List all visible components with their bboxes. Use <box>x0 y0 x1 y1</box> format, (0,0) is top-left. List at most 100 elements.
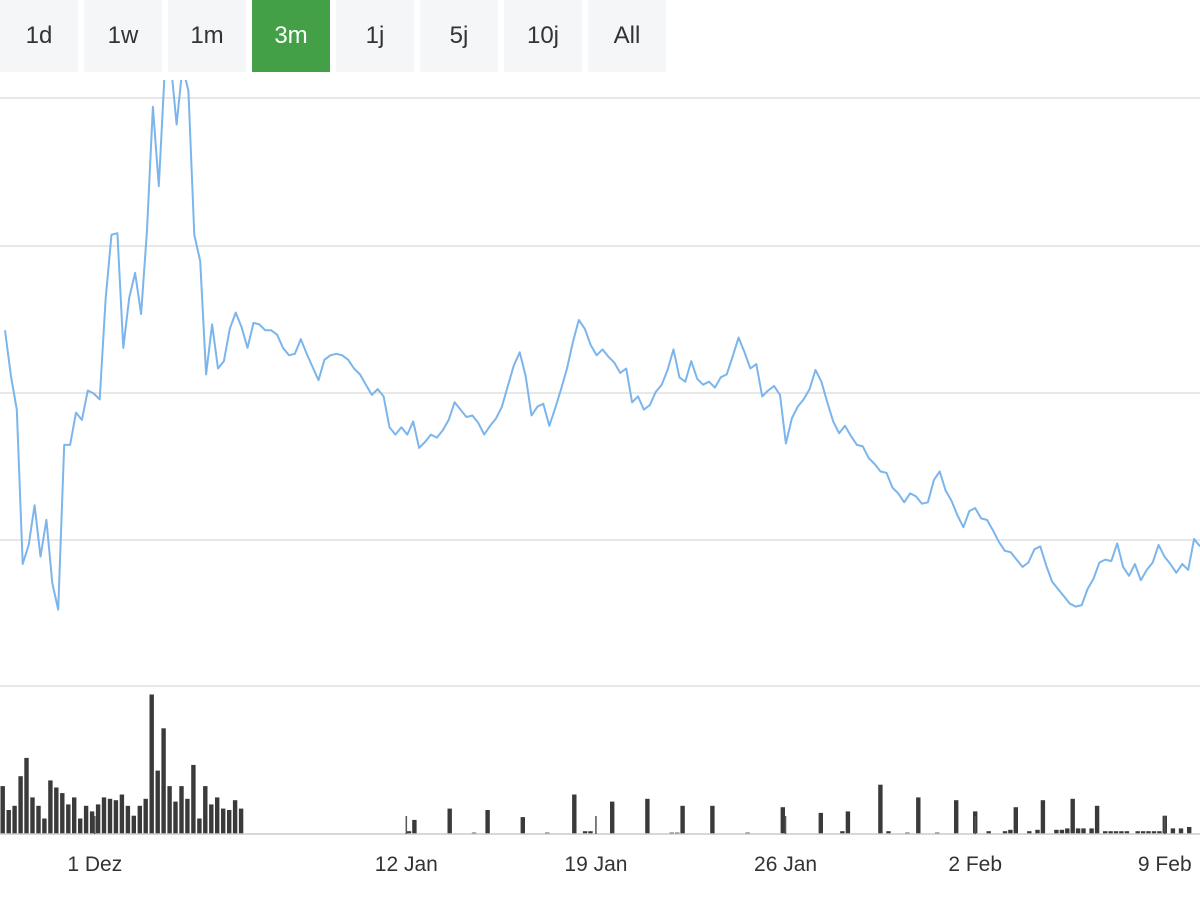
x-tick-label: 2 Feb <box>948 853 1002 876</box>
volume-bar <box>42 818 47 834</box>
volume-bar <box>1054 829 1059 834</box>
volume-bar <box>818 812 823 834</box>
volume-bar <box>1178 828 1184 834</box>
volume-bar <box>1059 829 1065 834</box>
volume-bar <box>1002 831 1008 834</box>
range-button-3m[interactable]: 3m <box>252 0 330 72</box>
price-line-series <box>4 80 1200 611</box>
volume-bar <box>54 787 59 834</box>
volume-bar <box>185 798 190 834</box>
x-axis: 1 Dez 12 Jan 19 Jan 26 Jan 2 Feb 9 Feb <box>0 816 1200 876</box>
volume-series <box>0 694 1192 834</box>
volume-bar <box>886 831 891 834</box>
volume-bar <box>780 807 785 834</box>
x-tick-label: 12 Jan <box>375 853 438 876</box>
volume-bar <box>6 810 11 834</box>
volume-bar <box>1008 829 1013 834</box>
volume-bar <box>0 786 5 834</box>
range-button-10j[interactable]: 10j <box>504 0 582 72</box>
volume-bar <box>107 798 113 834</box>
volume-bar <box>406 831 412 834</box>
volume-bar <box>238 808 244 834</box>
volume-bar <box>149 694 154 834</box>
price-line <box>4 80 1200 611</box>
volume-bar <box>1040 800 1046 834</box>
volume-bar <box>1075 828 1081 834</box>
volume-bar <box>1187 827 1192 834</box>
volume-bar <box>78 818 83 834</box>
volume-bar <box>232 800 238 834</box>
volume-bar <box>173 801 178 834</box>
volume-bar <box>1027 831 1032 834</box>
volume-bar <box>101 797 107 834</box>
volume-bar <box>83 805 89 834</box>
volume-bar <box>95 804 101 834</box>
volume-bar <box>878 784 883 834</box>
volume-bar <box>1035 829 1040 834</box>
volume-bar <box>645 798 650 834</box>
volume-bar <box>447 808 452 834</box>
grid-lines <box>0 97 1200 687</box>
x-tick-label: 9 Feb <box>1138 853 1192 876</box>
volume-bar <box>179 786 184 834</box>
range-button-1m[interactable]: 1m <box>168 0 246 72</box>
volume-bar <box>680 805 685 834</box>
volume-bar <box>125 805 131 834</box>
volume-bar <box>1124 831 1130 834</box>
volume-bar <box>227 810 232 834</box>
volume-bar <box>72 797 77 834</box>
volume-bar <box>572 794 577 834</box>
volume-bar <box>986 831 991 834</box>
volume-bar <box>1135 831 1140 834</box>
volume-bar <box>161 728 166 834</box>
range-button-all[interactable]: All <box>588 0 666 72</box>
volume-bar <box>582 831 588 834</box>
volume-bar <box>89 811 95 834</box>
volume-bar <box>113 800 119 834</box>
volume-bar <box>36 805 41 834</box>
volume-bar <box>12 805 17 834</box>
range-button-1w[interactable]: 1w <box>84 0 162 72</box>
volume-bar <box>1119 831 1124 834</box>
volume-bar <box>155 770 160 834</box>
volume-bar <box>845 811 851 834</box>
volume-bar <box>48 780 53 834</box>
volume-bar <box>209 804 214 834</box>
x-tick-label: 26 Jan <box>754 853 817 876</box>
volume-bar <box>30 797 35 834</box>
volume-bar <box>1094 805 1100 834</box>
volume-bar <box>710 805 715 834</box>
volume-bar <box>203 786 208 834</box>
volume-bar <box>610 801 615 834</box>
volume-bar <box>1070 798 1075 834</box>
volume-bar <box>1170 828 1176 834</box>
volume-bar <box>24 757 29 834</box>
volume-bar <box>137 805 142 834</box>
volume-bar <box>485 810 490 834</box>
volume-bar <box>1013 807 1018 834</box>
x-tick-label: 19 Jan <box>564 853 627 876</box>
range-button-5j[interactable]: 5j <box>420 0 498 72</box>
volume-bar <box>119 794 125 834</box>
volume-bar <box>1065 828 1070 834</box>
volume-bar <box>520 817 525 834</box>
volume-bar <box>1157 831 1162 834</box>
range-button-1d[interactable]: 1d <box>0 0 78 72</box>
x-tick-label: 1 Dez <box>67 853 122 876</box>
volume-bar <box>197 818 202 834</box>
volume-bar <box>1108 831 1113 834</box>
price-chart: 1 Dez 12 Jan 19 Jan 26 Jan 2 Feb 9 Feb <box>0 80 1200 876</box>
volume-bar <box>18 776 23 834</box>
volume-bar <box>954 800 959 834</box>
volume-bar <box>191 764 196 834</box>
volume-bar <box>66 804 71 834</box>
volume-bar <box>215 797 220 834</box>
volume-bar <box>412 819 417 834</box>
volume-bar <box>588 831 593 834</box>
volume-bar <box>916 797 921 834</box>
volume-bar <box>143 798 148 834</box>
volume-bar <box>1140 831 1146 834</box>
volume-bar <box>1113 831 1119 834</box>
volume-bar <box>131 815 136 834</box>
range-button-1j[interactable]: 1j <box>336 0 414 72</box>
